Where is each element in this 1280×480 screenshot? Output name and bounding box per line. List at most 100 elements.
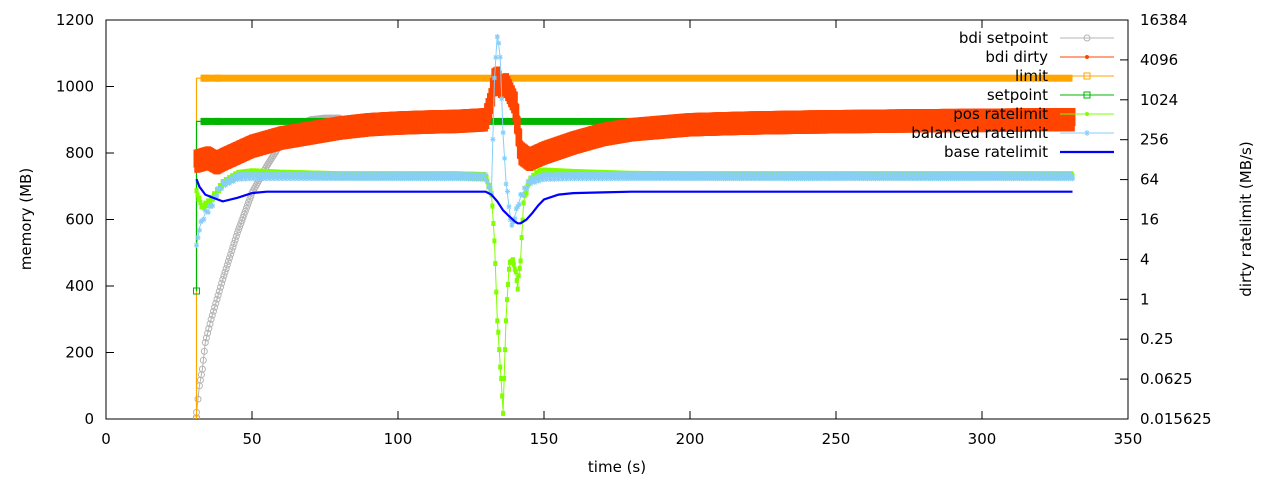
series-point xyxy=(1063,171,1069,177)
series-point xyxy=(564,176,570,182)
series-point xyxy=(549,171,555,177)
series-point xyxy=(851,173,857,179)
series-point xyxy=(207,315,215,323)
series-point xyxy=(1020,171,1026,177)
x-tick-label: 50 xyxy=(242,430,261,448)
series-point xyxy=(515,286,520,292)
series-point xyxy=(947,176,953,182)
series-point xyxy=(655,176,661,182)
series-point xyxy=(779,171,785,177)
series-point xyxy=(441,176,447,182)
y-tick-label: 1200 xyxy=(56,11,94,29)
series-point xyxy=(922,173,928,179)
series-point xyxy=(732,171,738,177)
series-point xyxy=(605,171,611,177)
series-point xyxy=(299,171,305,177)
series-point xyxy=(825,176,831,182)
series-point xyxy=(1004,171,1010,177)
series-point xyxy=(942,173,948,179)
series-point xyxy=(905,171,911,177)
series-point xyxy=(244,201,251,209)
series-point xyxy=(970,173,976,179)
series-point xyxy=(808,173,814,179)
series-point xyxy=(268,153,276,161)
series-point xyxy=(594,173,600,179)
series-point xyxy=(504,318,508,324)
series-point xyxy=(276,171,282,177)
series-point xyxy=(364,173,370,179)
series-point xyxy=(455,171,461,177)
series-point xyxy=(1051,171,1057,177)
series-point xyxy=(688,171,694,177)
series-point xyxy=(734,176,740,182)
series-point xyxy=(383,171,389,177)
legend-entry: limit xyxy=(1015,67,1114,85)
series-point xyxy=(353,173,359,179)
series-point xyxy=(742,176,748,182)
series-point xyxy=(903,173,909,179)
series-point xyxy=(675,176,681,182)
series-point xyxy=(1022,176,1028,182)
series-point xyxy=(322,176,328,182)
series-point xyxy=(623,176,629,182)
series-point xyxy=(963,176,969,182)
series-point xyxy=(805,176,811,182)
series-point xyxy=(863,173,869,179)
series-point xyxy=(841,176,847,182)
series-point xyxy=(236,171,242,177)
series-point xyxy=(491,221,496,226)
series-point xyxy=(776,173,782,179)
series-point xyxy=(724,171,730,177)
series-point xyxy=(842,171,848,177)
series-point xyxy=(738,176,744,182)
series-point xyxy=(272,171,278,177)
series-point xyxy=(975,176,981,182)
y2-tick-label: 16384 xyxy=(1140,11,1188,29)
series-point xyxy=(313,173,319,179)
series-point xyxy=(273,173,279,179)
series-point xyxy=(1041,175,1045,181)
series-point xyxy=(375,171,381,177)
series-point xyxy=(759,171,765,177)
series-point xyxy=(784,173,790,179)
series-point xyxy=(202,74,210,82)
series-point xyxy=(953,171,959,177)
series-point xyxy=(499,96,505,102)
series-point xyxy=(884,176,890,182)
series-point xyxy=(309,173,315,179)
series-point xyxy=(650,173,656,179)
series-point xyxy=(728,171,734,177)
series-point xyxy=(572,176,578,182)
series-point xyxy=(1030,176,1036,182)
series-point xyxy=(220,272,228,280)
series-point xyxy=(453,176,459,182)
series-point xyxy=(241,207,249,215)
series-point xyxy=(886,171,892,177)
series-point xyxy=(1010,176,1016,182)
series-point xyxy=(197,195,202,201)
series-point xyxy=(286,176,292,182)
series-point xyxy=(306,176,312,182)
series-point xyxy=(1017,173,1023,179)
series-point xyxy=(270,176,276,182)
series-point xyxy=(589,171,595,177)
series-point xyxy=(719,176,725,182)
series-point xyxy=(617,171,623,177)
series-point xyxy=(840,173,846,179)
series-point xyxy=(716,171,722,177)
series-limit xyxy=(193,74,1073,419)
series-point xyxy=(920,176,926,182)
series-point xyxy=(647,176,653,182)
series-point xyxy=(968,171,974,177)
series-point xyxy=(230,240,238,247)
series-point xyxy=(472,174,478,180)
series-point xyxy=(193,415,201,419)
series-line xyxy=(196,171,1073,412)
series-point xyxy=(516,128,523,147)
series-point xyxy=(801,176,807,182)
series-point xyxy=(553,171,559,177)
series-point xyxy=(573,171,579,177)
series-point xyxy=(576,176,582,182)
series-point xyxy=(593,171,599,177)
